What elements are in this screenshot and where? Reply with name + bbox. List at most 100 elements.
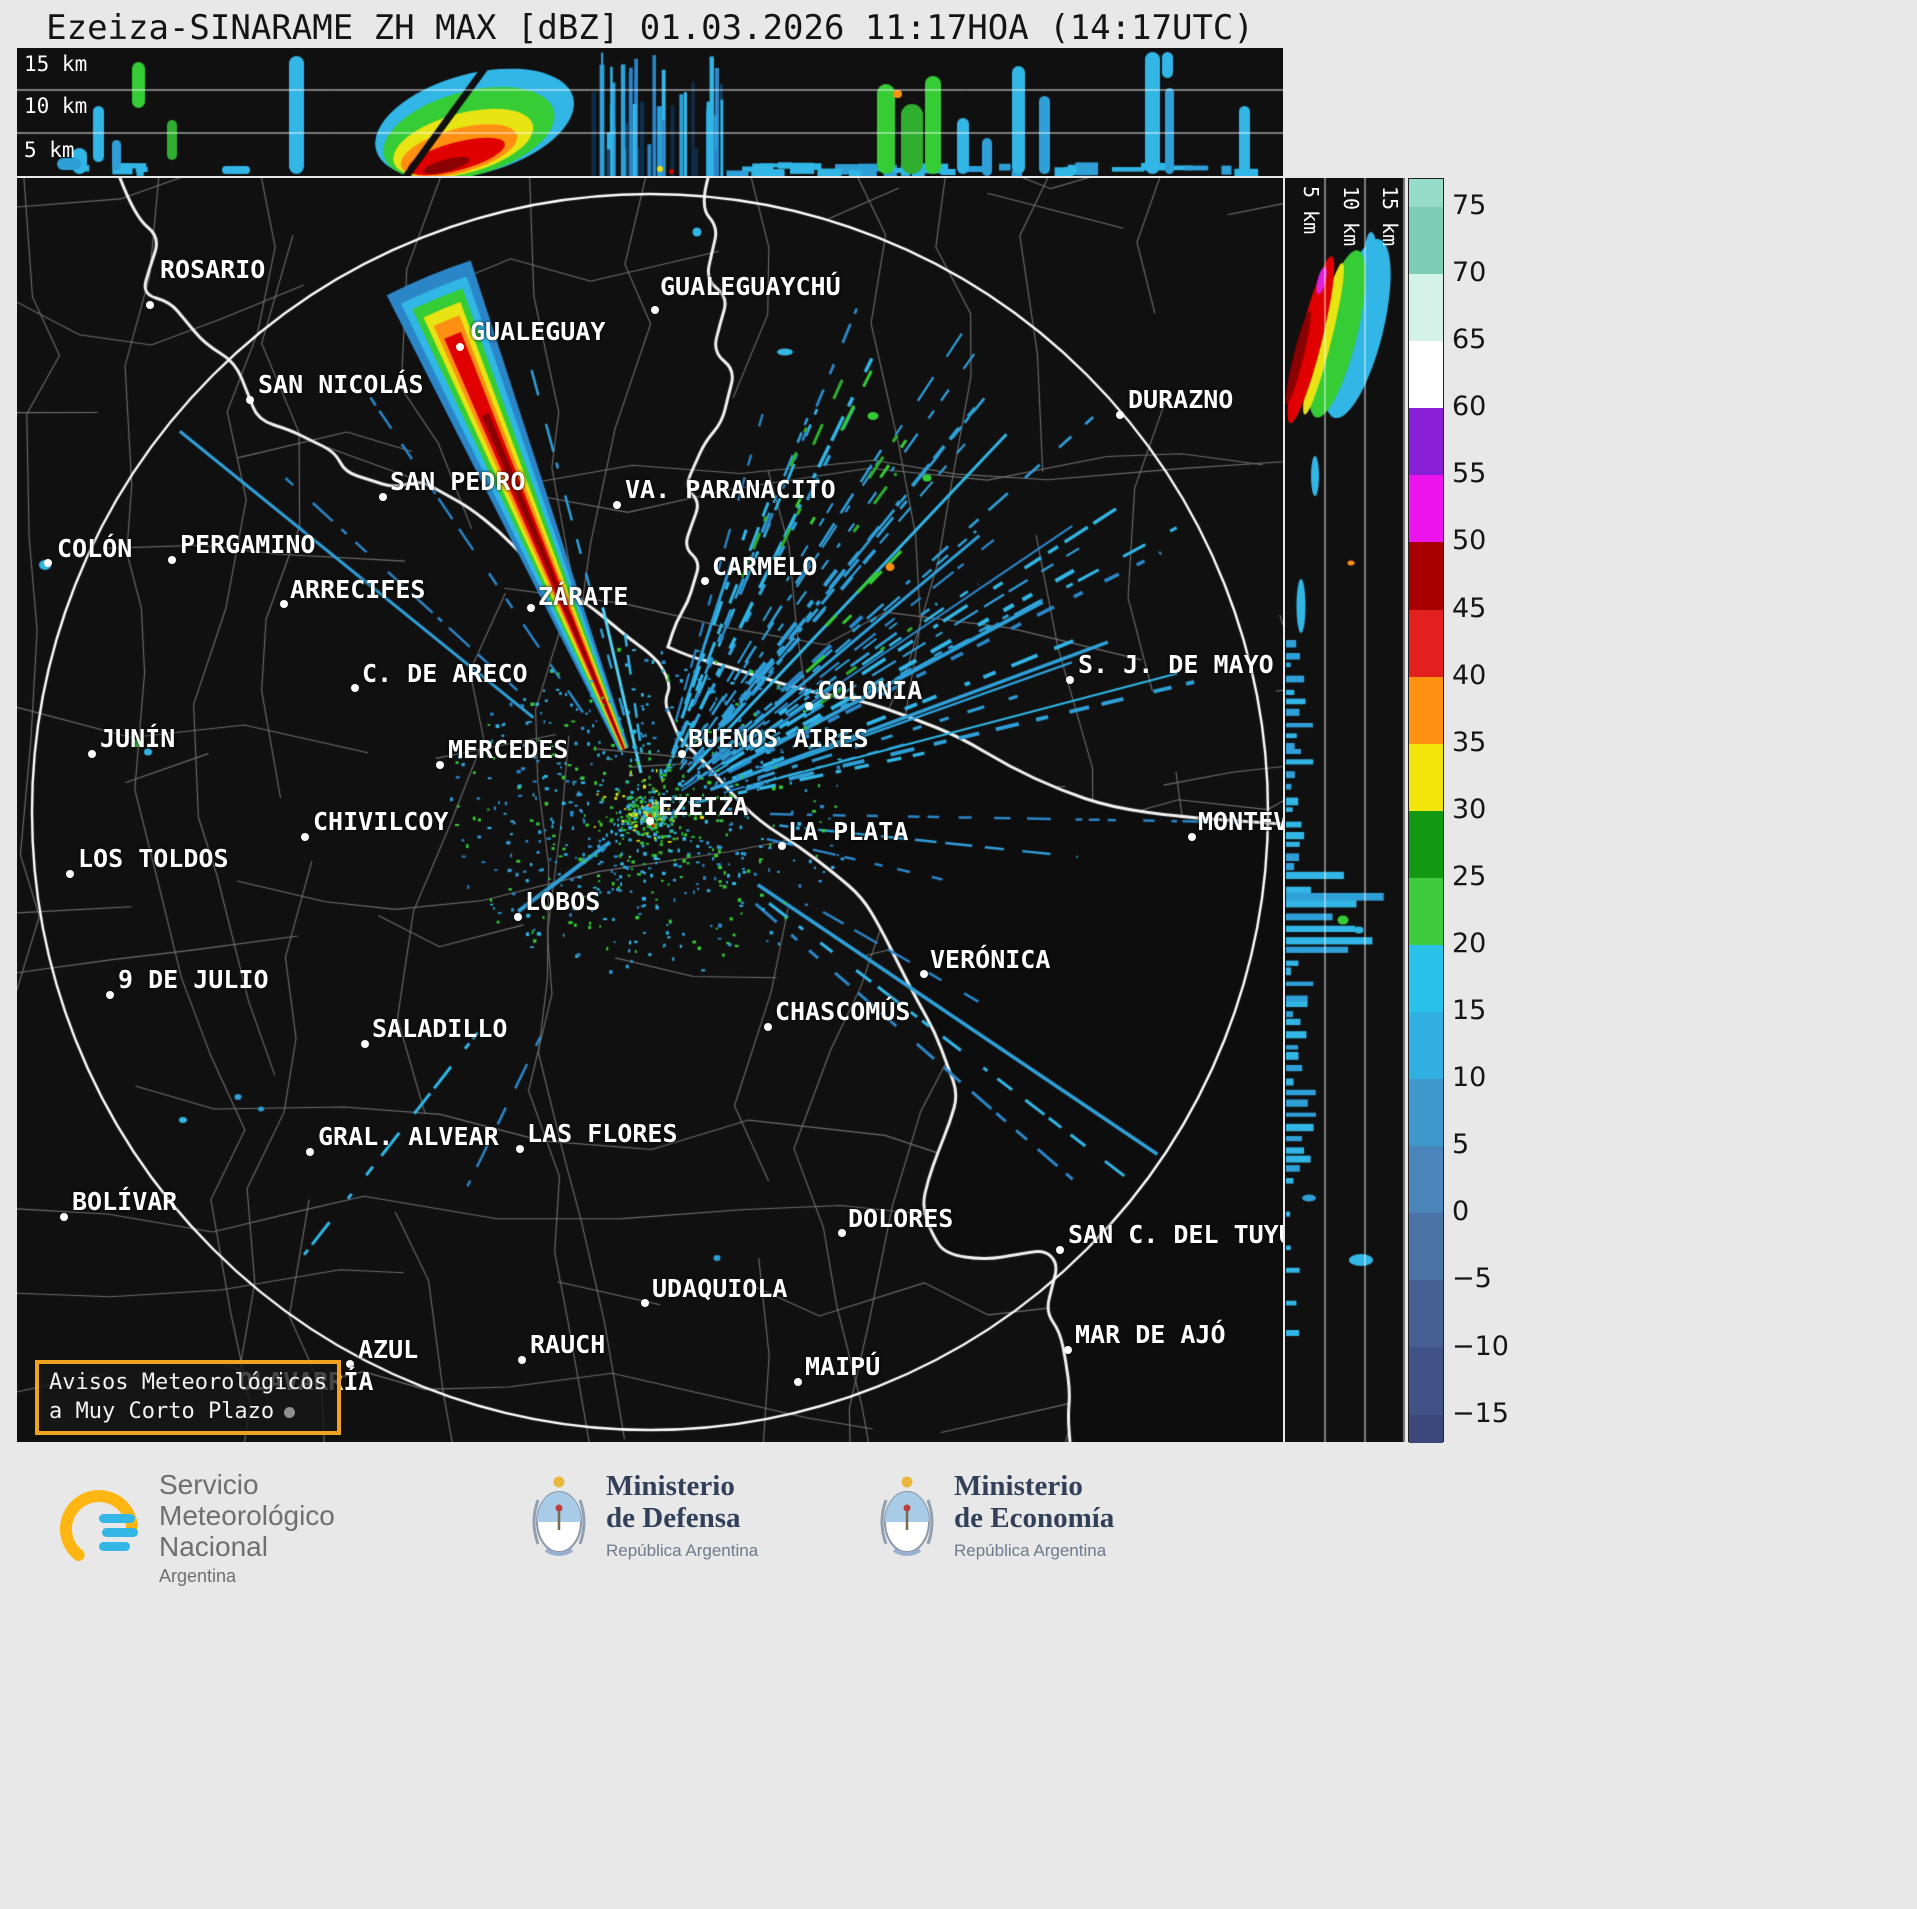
colorbar-segment <box>1409 1146 1443 1214</box>
city-label-9-de-julio: 9 DE JULIO <box>118 965 269 994</box>
smn-country: Argentina <box>159 1566 237 1587</box>
city-dot-gualeguay <box>456 343 464 351</box>
city-dot-mar-de-aj <box>1064 1346 1072 1354</box>
top-cross-section-canvas <box>17 48 1283 176</box>
warning-line2-text: a Muy Corto Plazo <box>49 1398 275 1424</box>
city-label-azul: AZUL <box>358 1335 419 1364</box>
colorbar-tick: −5 <box>1452 1263 1492 1295</box>
colorbar-tick: 30 <box>1452 793 1487 825</box>
city-label-z-rate: ZÁRATE <box>538 582 629 611</box>
colorbar-tick: 45 <box>1452 592 1487 624</box>
city-dot-jun-n <box>88 750 96 758</box>
radar-map-canvas <box>17 178 1283 1442</box>
ministerio-economia-block: Ministerio de Economía República Argenti… <box>876 1470 1114 1561</box>
height-label-15-km: 15 km <box>1378 186 1402 247</box>
city-dot-gualeguaych <box>651 306 659 314</box>
top-cross-section-panel: 15 km 10 km 5 km <box>17 48 1283 176</box>
city-dot-s-j-de-mayo <box>1066 676 1074 684</box>
city-dot-durazno <box>1116 411 1124 419</box>
city-dot-udaquiola <box>641 1299 649 1307</box>
colorbar-tick: 40 <box>1452 659 1487 691</box>
colorbar-segment <box>1409 179 1443 208</box>
city-dot-montevideo <box>1188 833 1196 841</box>
city-label-dolores: DOLORES <box>848 1204 954 1233</box>
colorbar-segment <box>1409 475 1443 543</box>
city-label-maip: MAIPÚ <box>805 1352 881 1381</box>
colorbar-segment <box>1409 341 1443 409</box>
colorbar-tick: 75 <box>1452 190 1487 221</box>
city-label-gualeguaych: GUALEGUAYCHÚ <box>660 272 841 301</box>
city-label-rosario: ROSARIO <box>160 255 266 284</box>
city-label-las-flores: LAS FLORES <box>527 1119 678 1148</box>
colorbar-segment <box>1409 1414 1443 1443</box>
smn-logo-block: Servicio Meteorológico Nacional Argentin… <box>55 1469 335 1587</box>
city-label-gral-alvear: GRAL. ALVEAR <box>318 1122 499 1151</box>
city-dot-va-paranacito <box>613 501 621 509</box>
city-label-chivilcoy: CHIVILCOY <box>313 807 449 836</box>
city-label-chascom-s: CHASCOMÚS <box>775 997 911 1026</box>
city-label-arrecifes: ARRECIFES <box>290 575 426 604</box>
smn-name-line2: Meteorológico <box>159 1499 335 1531</box>
city-label-ver-nica: VERÓNICA <box>930 945 1051 974</box>
city-dot-ver-nica <box>920 970 928 978</box>
city-label-jun-n: JUNÍN <box>100 724 176 753</box>
city-label-los-toldos: LOS TOLDOS <box>78 844 229 873</box>
city-label-col-n: COLÓN <box>57 534 133 563</box>
height-label-5-km: 5 km <box>24 138 75 162</box>
city-dot-ezeiza <box>646 817 654 825</box>
city-label-gualeguay: GUALEGUAY <box>470 317 606 346</box>
colorbar-tick: 65 <box>1452 324 1487 356</box>
city-label-san-pedro: SAN PEDRO <box>390 467 526 496</box>
colorbar-gradient <box>1409 179 1443 1443</box>
city-dot-arrecifes <box>280 600 288 608</box>
colorbar-segment <box>1409 676 1443 744</box>
height-label-10-km: 10 km <box>1339 186 1363 247</box>
colorbar-tick: −15 <box>1452 1397 1509 1429</box>
economia-line1: Ministerio <box>954 1470 1083 1502</box>
colorbar-tick: 20 <box>1452 927 1487 959</box>
city-dot-lobos <box>514 913 522 921</box>
city-label-mar-de-aj: MAR DE AJÓ <box>1075 1320 1226 1349</box>
city-label-lobos: LOBOS <box>525 887 601 916</box>
right-cross-section-panel: 5 km 10 km 15 km <box>1285 178 1405 1442</box>
city-label-pergamino: PERGAMINO <box>180 530 316 559</box>
right-cross-section-canvas <box>1285 178 1405 1442</box>
ministerio-defensa-block: Ministerio de Defensa República Argentin… <box>528 1470 758 1561</box>
city-label-san-nicol-s: SAN NICOLÁS <box>258 370 424 399</box>
colorbar-tick: 25 <box>1452 860 1487 892</box>
defensa-line2: de Defensa <box>606 1502 741 1535</box>
colorbar-tick: 60 <box>1452 391 1487 423</box>
colorbar-tick: 0 <box>1452 1196 1470 1228</box>
city-label-carmelo: CARMELO <box>712 552 818 581</box>
colorbar-segment <box>1409 944 1443 1013</box>
height-label-15-km: 15 km <box>24 52 88 76</box>
warning-box[interactable]: Avisos Meteorológicos a Muy Corto Plazo <box>35 1360 342 1436</box>
escudo-argentina-icon <box>880 1476 934 1557</box>
defensa-sub: República Argentina <box>606 1540 759 1560</box>
radar-map-panel: ROSARIO GUALEGUAYCHÚ GUALEGUAY SAN NICOLÁS D… <box>17 178 1283 1442</box>
city-label-c-de-areco: C. DE ARECO <box>362 659 528 688</box>
city-dot-rosario <box>146 301 154 309</box>
smn-logo-icon <box>60 1489 138 1568</box>
city-dot-chivilcoy <box>301 833 309 841</box>
city-dot-carmelo <box>701 577 709 585</box>
colorbar-tick: 35 <box>1452 726 1487 758</box>
colorbar-segment <box>1409 1213 1443 1281</box>
colorbar-tick: 50 <box>1452 525 1487 557</box>
city-dot-z-rate <box>527 604 535 612</box>
colorbar-segment <box>1409 810 1443 878</box>
colorbar-segment <box>1409 408 1443 476</box>
city-dot-san-c-del-tuy <box>1056 1246 1064 1254</box>
city-label-san-c-del-tuy: SAN C. DEL TUYÚ <box>1068 1220 1283 1249</box>
height-label-5-km: 5 km <box>1299 186 1323 235</box>
escudo-argentina-icon <box>532 1476 586 1557</box>
city-dot-buenos-aires <box>678 750 686 758</box>
city-dot-c-de-areco <box>351 684 359 692</box>
colorbar-tick: 5 <box>1452 1129 1470 1161</box>
city-label-durazno: DURAZNO <box>1128 385 1234 414</box>
city-dot-col-n <box>44 559 52 567</box>
colorbar-segment <box>1409 877 1443 945</box>
city-dot-chascom-s <box>764 1023 772 1031</box>
colorbar-segment <box>1409 1280 1443 1348</box>
city-dot-dolores <box>838 1229 846 1237</box>
